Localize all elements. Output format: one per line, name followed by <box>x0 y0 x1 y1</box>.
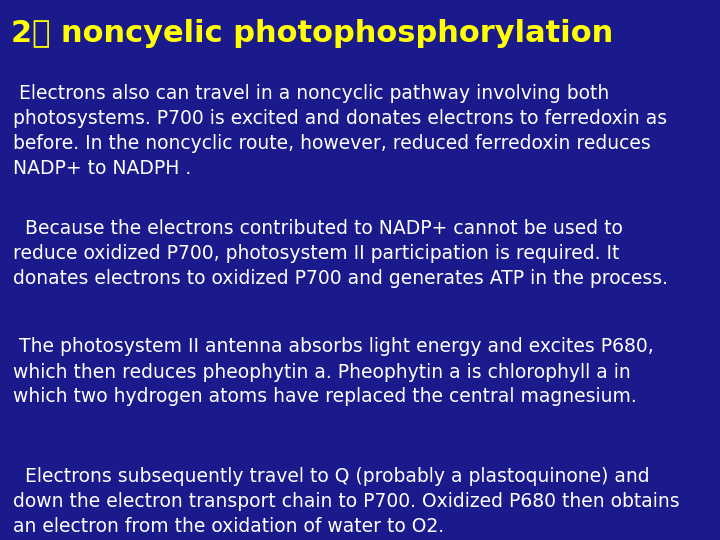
Text: 2） noncyelic photophosphorylation: 2） noncyelic photophosphorylation <box>11 19 613 48</box>
Text: The photosystem II antenna absorbs light energy and excites P680,
which then red: The photosystem II antenna absorbs light… <box>13 338 654 407</box>
Text: Electrons also can travel in a noncyclic pathway involving both
photosystems. P7: Electrons also can travel in a noncyclic… <box>13 84 667 178</box>
Text: Electrons subsequently travel to Q (probably a plastoquinone) and
down the elect: Electrons subsequently travel to Q (prob… <box>13 467 680 536</box>
Text: Because the electrons contributed to NADP+ cannot be used to
reduce oxidized P70: Because the electrons contributed to NAD… <box>13 219 668 288</box>
